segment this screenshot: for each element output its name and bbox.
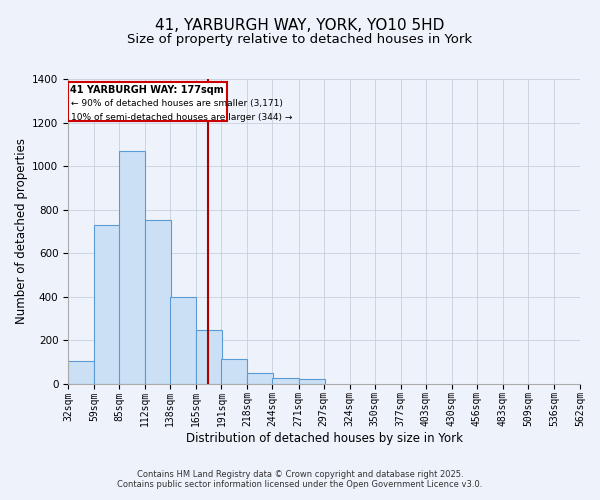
FancyBboxPatch shape — [68, 82, 227, 122]
X-axis label: Distribution of detached houses by size in York: Distribution of detached houses by size … — [185, 432, 463, 445]
Bar — [170, 296, 196, 384]
Bar — [299, 379, 325, 384]
Bar — [145, 220, 171, 384]
Text: 10% of semi-detached houses are larger (344) →: 10% of semi-detached houses are larger (… — [71, 112, 292, 122]
Bar — [119, 151, 145, 384]
Bar — [196, 330, 223, 384]
Text: ← 90% of detached houses are smaller (3,171): ← 90% of detached houses are smaller (3,… — [71, 99, 283, 108]
Y-axis label: Number of detached properties: Number of detached properties — [15, 138, 28, 324]
Text: 41, YARBURGH WAY, YORK, YO10 5HD: 41, YARBURGH WAY, YORK, YO10 5HD — [155, 18, 445, 32]
Bar — [94, 225, 120, 384]
Text: 41 YARBURGH WAY: 177sqm: 41 YARBURGH WAY: 177sqm — [70, 86, 224, 96]
Text: Contains HM Land Registry data © Crown copyright and database right 2025.: Contains HM Land Registry data © Crown c… — [137, 470, 463, 479]
Bar — [272, 378, 299, 384]
Bar — [247, 372, 274, 384]
Text: Size of property relative to detached houses in York: Size of property relative to detached ho… — [127, 32, 473, 46]
Bar — [68, 360, 94, 384]
Text: Contains public sector information licensed under the Open Government Licence v3: Contains public sector information licen… — [118, 480, 482, 489]
Bar — [221, 358, 247, 384]
